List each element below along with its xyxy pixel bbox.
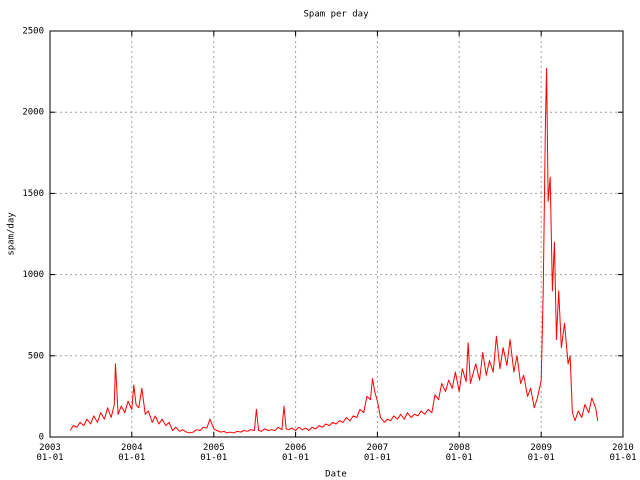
y-tick-label: 0 <box>39 433 44 443</box>
y-tick-label: 2500 <box>22 27 44 37</box>
x-tick-label: 2008 01-01 <box>445 443 473 463</box>
x-tick-label: 2010 01-01 <box>609 443 637 463</box>
y-tick-label: 1500 <box>22 189 44 199</box>
x-tick-label: 2007 01-01 <box>363 443 391 463</box>
plot-frame <box>49 30 624 438</box>
x-axis-label: Date <box>325 470 347 480</box>
x-tick-label: 2006 01-01 <box>282 443 310 463</box>
data-line <box>69 67 599 434</box>
y-tick-label: 2000 <box>22 108 44 118</box>
y-tick-label: 1000 <box>22 270 44 280</box>
chart-title: Spam per day <box>303 10 369 20</box>
x-tick-label: 2003 01-01 <box>36 443 64 463</box>
x-tick-label: 2009 01-01 <box>527 443 555 463</box>
x-tick-label: 2004 01-01 <box>118 443 146 463</box>
y-tick-label: 500 <box>28 351 44 361</box>
x-tick-label: 2005 01-01 <box>200 443 228 463</box>
y-axis-label: spam/day <box>7 212 17 256</box>
